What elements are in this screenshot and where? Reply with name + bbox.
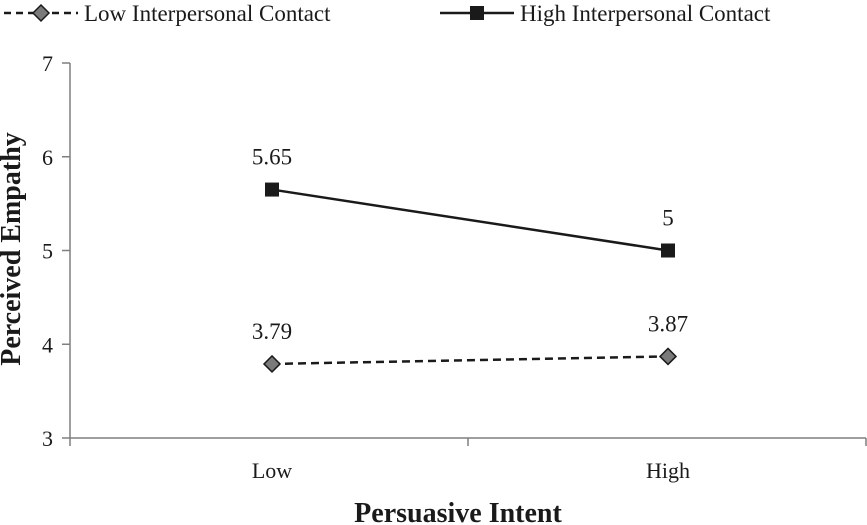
series-layer: 3.79 3.87 5.65 5 (252, 145, 688, 373)
axes (69, 63, 866, 439)
data-label-high-contact: 5.65 (252, 145, 292, 170)
legend-marker-low-contact (31, 3, 51, 23)
data-point-low-contact (262, 354, 282, 373)
data-label-low-contact: 3.79 (252, 319, 292, 344)
x-tick-label: High (646, 458, 690, 483)
data-point-high-contact (661, 243, 675, 258)
data-point-low-contact (658, 347, 678, 366)
y-axis-title: Perceived Empathy (0, 132, 27, 366)
legend-entry-low-contact: Low Interpersonal Contact (4, 1, 331, 26)
series-line-low-contact (271, 355, 669, 366)
y-tick-label: 4 (42, 332, 53, 357)
y-tick-label: 6 (42, 145, 53, 170)
x-axis-title: Persuasive Intent (354, 498, 562, 525)
data-label-high-contact: 5 (662, 206, 674, 231)
y-ticks: 3 4 5 6 7 (42, 51, 70, 451)
legend-label-low-contact: Low Interpersonal Contact (84, 1, 331, 26)
data-point-high-contact (265, 182, 279, 197)
legend-marker-high-contact (470, 6, 484, 20)
y-tick-label: 7 (42, 51, 53, 76)
data-label-low-contact: 3.87 (648, 311, 688, 336)
series-line-high-contact (271, 188, 669, 252)
legend-label-high-contact: High Interpersonal Contact (520, 1, 771, 26)
x-ticks: Low High (69, 438, 867, 483)
legend: Low Interpersonal Contact High Interpers… (4, 1, 771, 26)
y-tick-label: 3 (42, 426, 53, 451)
y-tick-label: 5 (42, 239, 53, 264)
legend-entry-high-contact: High Interpersonal Contact (440, 1, 771, 26)
x-tick-label: Low (252, 458, 292, 483)
